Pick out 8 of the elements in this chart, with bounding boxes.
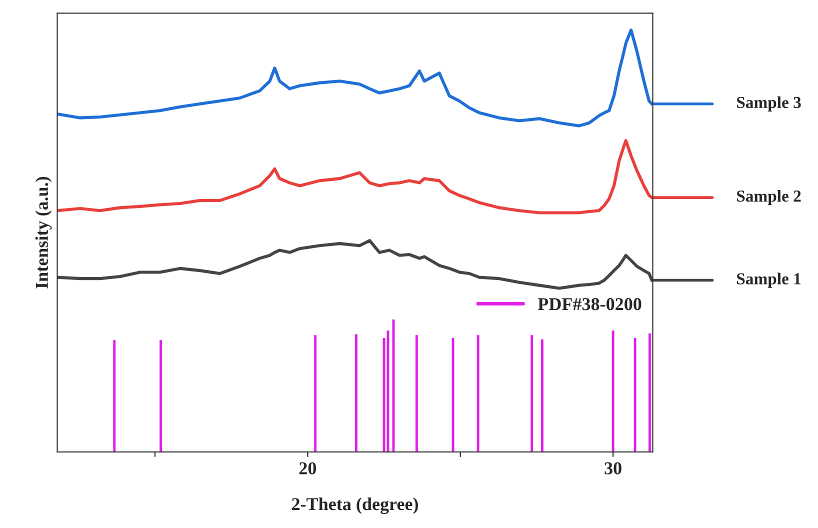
legend-label: Sample 3 xyxy=(737,96,801,112)
legend-label: Sample 2 xyxy=(737,190,801,206)
legend-label: Sample 1 xyxy=(737,272,801,288)
x-axis-title: 2-Theta (degree) xyxy=(292,498,418,514)
x-tick-label: 30 xyxy=(604,462,622,474)
y-axis-title: Intensity (a.u.) xyxy=(35,176,52,288)
x-tick-label: 20 xyxy=(299,462,316,474)
legend-label: PDF#38-0200 xyxy=(538,298,642,310)
